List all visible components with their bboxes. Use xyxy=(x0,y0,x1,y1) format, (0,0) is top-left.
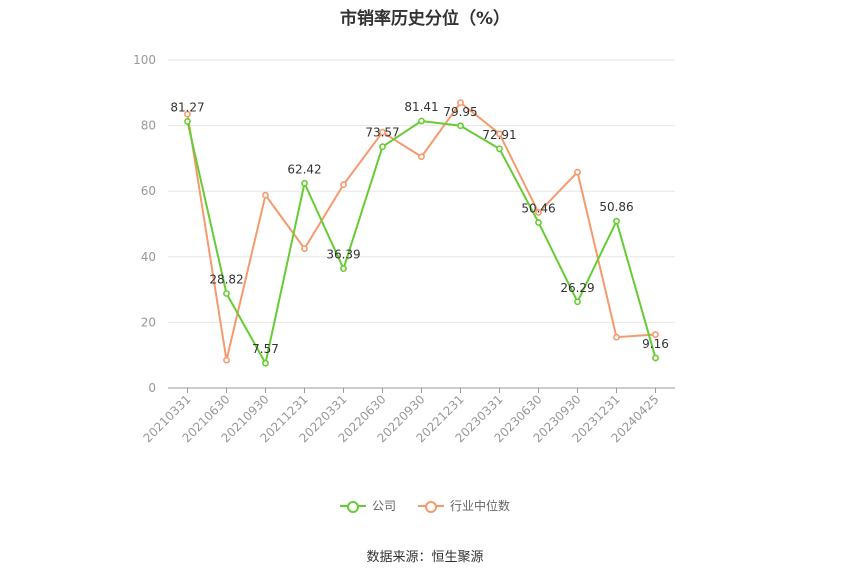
grid-lines xyxy=(168,59,675,323)
data-label: 62.42 xyxy=(287,162,321,176)
data-label: 50.86 xyxy=(599,200,633,214)
y-tick-label: 40 xyxy=(141,250,156,264)
legend-marker-company xyxy=(339,499,366,513)
industry-point xyxy=(340,181,347,189)
industry-point xyxy=(652,331,659,338)
y-tick-label: 60 xyxy=(141,184,156,198)
legend-label-company: 公司 xyxy=(371,499,396,513)
data-label: 73.57 xyxy=(365,126,399,140)
industry-point xyxy=(496,130,503,138)
industry-point xyxy=(613,333,620,341)
data-label: 28.82 xyxy=(209,272,243,286)
legend-item-industry[interactable]: 行业中位数 xyxy=(418,497,510,514)
company-point xyxy=(613,217,620,225)
company-point xyxy=(379,143,386,151)
industry-line xyxy=(186,101,656,362)
legend-item-company[interactable]: 公司 xyxy=(339,497,396,514)
data-labels: 81.27 28.82 7.57 62.42 36.39 73.57 81.41 79.95 7… xyxy=(170,100,669,356)
company-point xyxy=(301,179,308,187)
legend: 公司 行业中位数 xyxy=(0,497,850,514)
industry-point xyxy=(418,153,425,161)
x-axis: 2021033120210630202109302021123120220331… xyxy=(141,387,675,445)
company-point xyxy=(574,298,581,306)
company-point xyxy=(496,145,503,153)
data-label: 81.27 xyxy=(170,100,204,114)
data-label: 50.46 xyxy=(521,201,555,215)
line-chart: 0 20 40 60 80 100 202103312021063020210930202… xyxy=(133,53,675,445)
data-label: 36.39 xyxy=(326,248,360,262)
company-point xyxy=(652,354,659,362)
data-label: 81.41 xyxy=(404,100,438,114)
industry-point xyxy=(574,168,581,176)
industry-point xyxy=(379,128,386,136)
industry-point xyxy=(301,245,308,252)
data-label: 9.16 xyxy=(642,337,669,351)
data-label: 72.91 xyxy=(482,128,516,142)
series-company xyxy=(184,117,659,367)
company-point xyxy=(418,117,425,125)
series-industry xyxy=(184,99,659,364)
industry-point xyxy=(184,110,191,118)
y-axis-ticks: 0 20 40 60 80 100 xyxy=(133,53,156,395)
industry-point xyxy=(262,191,269,199)
company-point xyxy=(262,359,269,367)
company-point xyxy=(184,118,191,125)
y-tick-label: 100 xyxy=(133,53,156,67)
legend-label-industry: 行业中位数 xyxy=(450,499,511,513)
industry-point xyxy=(535,209,542,216)
industry-point xyxy=(457,99,464,107)
y-tick-label: 80 xyxy=(141,119,156,133)
company-point xyxy=(535,219,542,226)
company-point xyxy=(340,265,347,273)
company-point xyxy=(457,122,464,130)
data-label: 79.95 xyxy=(443,105,477,119)
data-label: 26.29 xyxy=(560,281,594,295)
legend-marker-industry xyxy=(418,499,444,513)
chart-title: 市销率历史分位（%） xyxy=(339,9,511,29)
industry-point xyxy=(223,356,230,364)
data-source: 数据来源：恒生聚源 xyxy=(366,550,484,565)
y-tick-label: 0 xyxy=(148,381,156,395)
data-label: 7.57 xyxy=(252,342,279,356)
company-point xyxy=(223,290,230,297)
y-tick-label: 20 xyxy=(141,315,156,329)
